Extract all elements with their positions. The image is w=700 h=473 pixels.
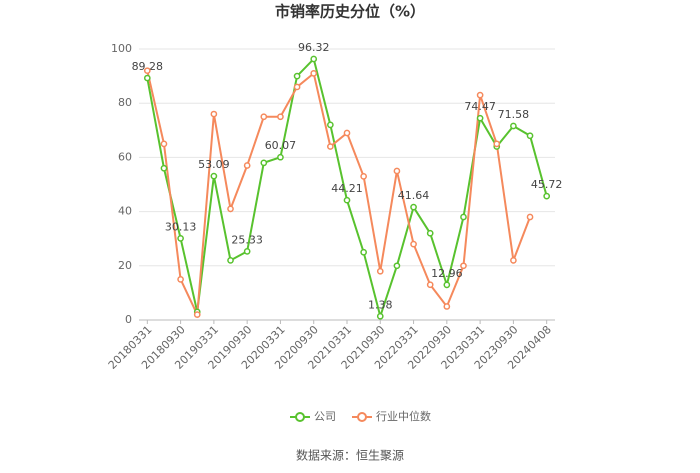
- point: [293, 83, 301, 91]
- data-label: 25.33: [231, 233, 263, 246]
- point: [210, 110, 218, 118]
- data-label: 96.32: [298, 41, 330, 54]
- data-label: 45.72: [531, 178, 563, 191]
- point: [460, 213, 467, 221]
- point: [526, 132, 534, 140]
- point: [210, 172, 218, 180]
- point: [143, 67, 151, 75]
- data-label: 12.96: [431, 267, 463, 280]
- legend-marker: [295, 412, 305, 422]
- chart-title: 市销率历史分位（%）: [275, 3, 425, 21]
- point: [327, 143, 334, 150]
- point: [277, 113, 284, 121]
- point: [526, 213, 534, 221]
- y-tick-label: 100: [111, 42, 132, 55]
- point: [160, 164, 168, 172]
- legend-label: 公司: [314, 410, 336, 423]
- data-label: 71.58: [498, 108, 530, 121]
- point: [177, 234, 184, 242]
- point: [310, 55, 318, 63]
- series-line: [146, 70, 531, 319]
- point: [443, 303, 451, 310]
- point: [310, 70, 318, 77]
- y-tick-label: 60: [118, 150, 132, 163]
- point: [493, 140, 501, 148]
- point: [443, 281, 451, 289]
- point: [360, 248, 367, 256]
- data-label: 60.07: [265, 139, 297, 152]
- source: 数据来源：恒生聚源: [296, 448, 404, 463]
- point: [510, 257, 517, 264]
- data-label: 30.13: [165, 220, 197, 233]
- y-tick-label: 0: [125, 313, 132, 326]
- point: [243, 248, 251, 255]
- data-label: 89.28: [132, 60, 164, 73]
- point: [510, 122, 517, 130]
- point: [177, 276, 184, 283]
- point: [376, 312, 384, 320]
- data-label: 41.64: [398, 189, 430, 202]
- data-label: 53.09: [198, 158, 230, 171]
- point: [227, 205, 234, 213]
- point: [260, 159, 268, 167]
- legend-label: 行业中位数: [376, 409, 431, 423]
- data-label: 74.47: [464, 100, 496, 113]
- point: [260, 113, 268, 121]
- point: [360, 173, 367, 180]
- point: [426, 229, 434, 237]
- point: [243, 162, 251, 169]
- y-tick-label: 80: [118, 96, 132, 109]
- point: [327, 121, 334, 129]
- point: [277, 153, 284, 161]
- point: [376, 267, 384, 275]
- point: [343, 129, 351, 137]
- y-tick-label: 40: [118, 205, 132, 218]
- point: [476, 91, 484, 99]
- point: [227, 257, 234, 264]
- point: [393, 167, 401, 175]
- point: [393, 262, 401, 270]
- legend-marker: [357, 412, 367, 422]
- y-tick-label: 20: [118, 259, 132, 272]
- point: [460, 262, 467, 270]
- point: [426, 281, 434, 289]
- point: [343, 196, 351, 204]
- point: [293, 72, 301, 80]
- point: [160, 140, 168, 148]
- point: [476, 114, 484, 122]
- data-label: 44.21: [331, 182, 363, 195]
- point: [143, 74, 151, 82]
- point: [410, 203, 417, 211]
- point: [410, 240, 417, 248]
- data-label: 1.38: [368, 298, 393, 311]
- point: [193, 311, 201, 318]
- point: [543, 192, 551, 200]
